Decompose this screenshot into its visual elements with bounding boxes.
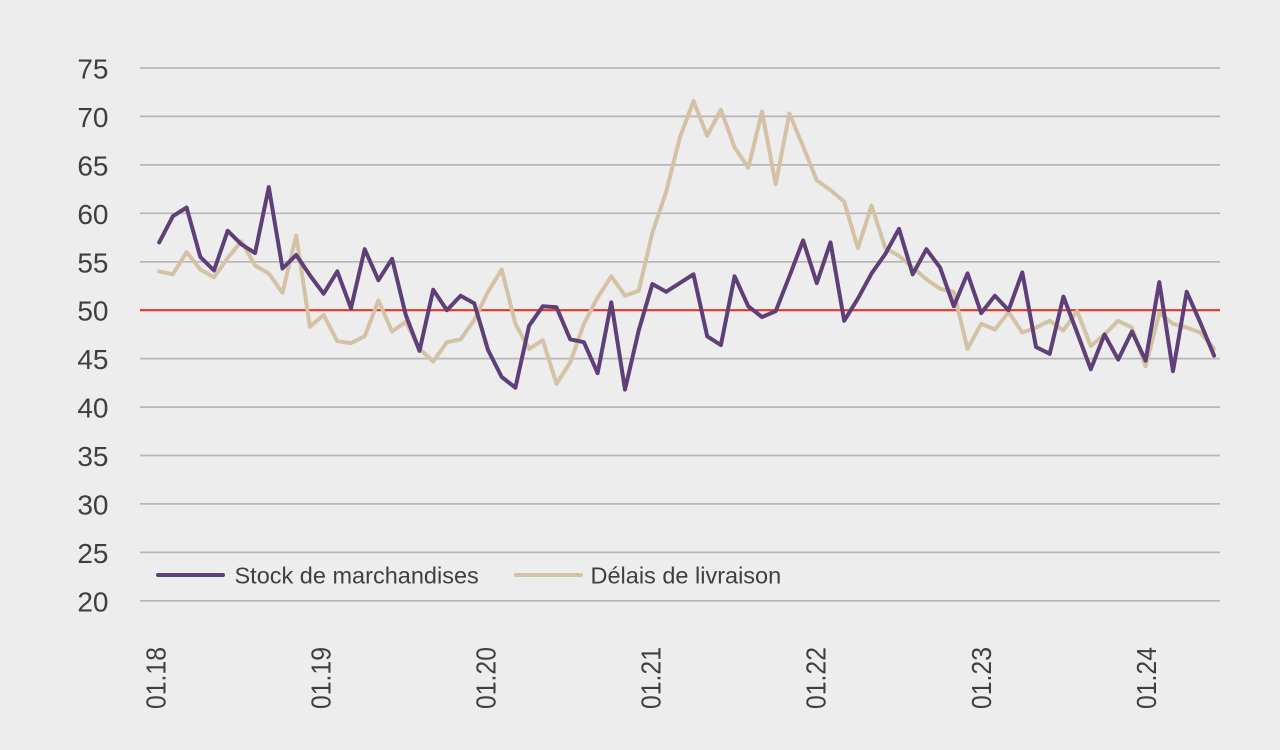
svg-text:25: 25	[77, 538, 108, 569]
svg-text:50: 50	[77, 296, 108, 327]
svg-text:65: 65	[77, 150, 108, 181]
svg-text:Stock de marchandises: Stock de marchandises	[235, 563, 479, 589]
svg-text:01.22: 01.22	[801, 647, 832, 709]
svg-text:75: 75	[77, 54, 108, 85]
svg-text:35: 35	[77, 441, 108, 472]
svg-text:60: 60	[77, 199, 108, 230]
svg-text:30: 30	[77, 489, 108, 520]
svg-text:01.19: 01.19	[305, 647, 336, 709]
svg-text:01.18: 01.18	[140, 647, 171, 709]
svg-text:01.23: 01.23	[966, 647, 997, 709]
svg-text:70: 70	[77, 102, 108, 133]
svg-text:55: 55	[77, 247, 108, 278]
svg-text:45: 45	[77, 344, 108, 375]
svg-text:01.20: 01.20	[471, 647, 502, 709]
svg-text:01.24: 01.24	[1131, 647, 1162, 709]
svg-text:01.21: 01.21	[636, 647, 667, 709]
svg-text:20: 20	[77, 586, 108, 617]
svg-text:40: 40	[77, 393, 108, 424]
svg-text:Délais de livraison: Délais de livraison	[591, 563, 782, 589]
